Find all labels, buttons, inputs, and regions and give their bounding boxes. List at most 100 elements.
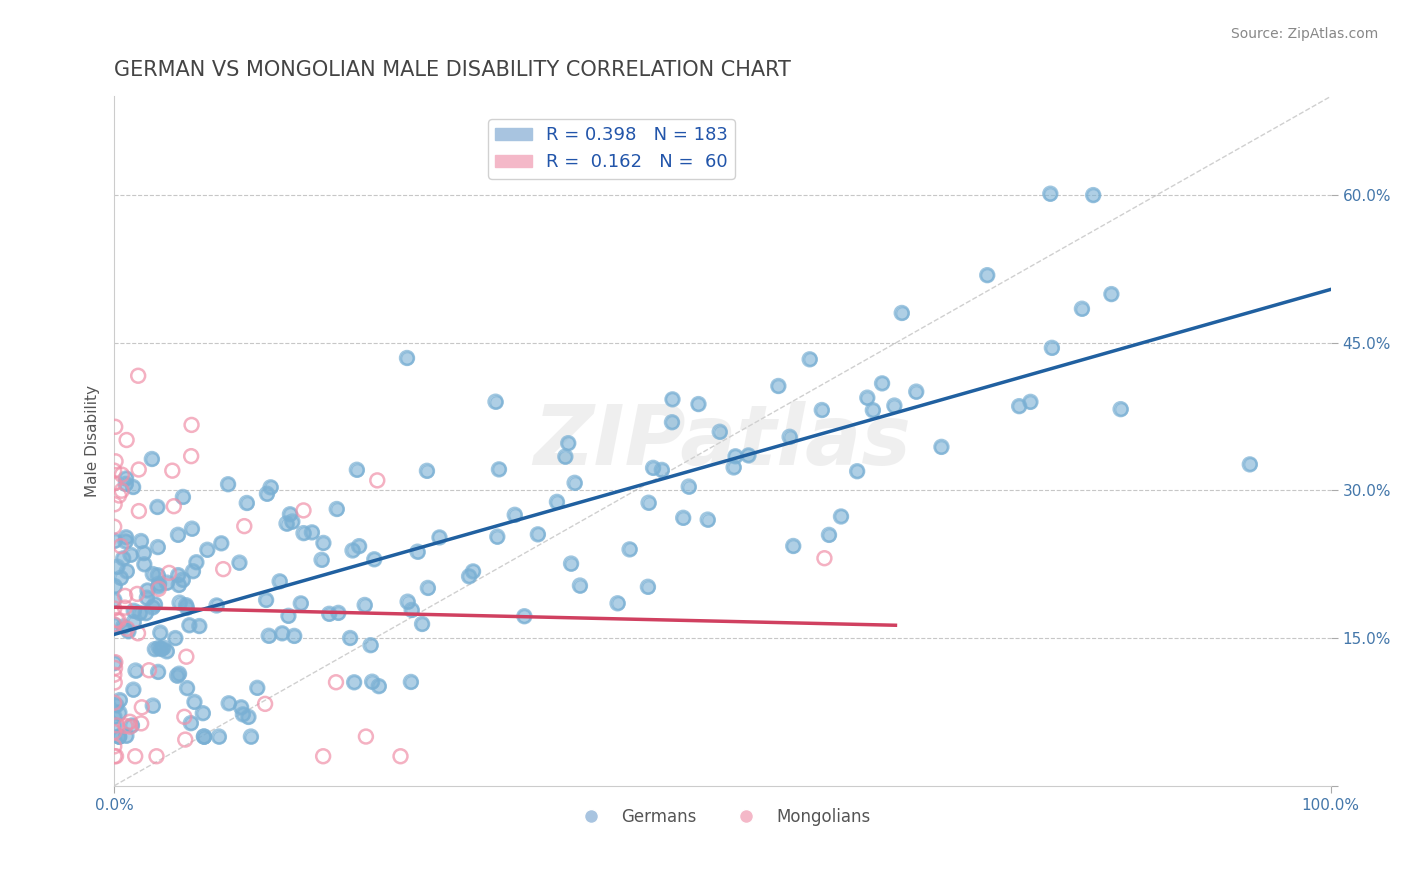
Point xyxy=(782,539,804,553)
Point xyxy=(637,580,659,594)
Point xyxy=(103,718,125,732)
Point xyxy=(172,490,194,504)
Germans xyxy=(112,619,135,633)
Germans xyxy=(416,464,439,478)
Point xyxy=(142,698,165,713)
Germans xyxy=(458,569,481,583)
Point xyxy=(354,730,377,744)
Point xyxy=(166,668,188,682)
Point xyxy=(142,600,165,615)
Point xyxy=(143,642,166,657)
Point xyxy=(114,600,136,615)
Germans xyxy=(672,511,695,525)
Point xyxy=(108,488,131,502)
Point xyxy=(406,544,429,558)
Point xyxy=(107,559,129,574)
Germans xyxy=(862,403,884,417)
Point xyxy=(239,730,262,744)
Germans xyxy=(619,542,641,557)
Point xyxy=(557,436,579,450)
Germans xyxy=(905,384,928,399)
Germans xyxy=(557,436,579,450)
Point xyxy=(146,540,169,554)
Germans xyxy=(134,558,156,572)
Germans xyxy=(546,495,568,509)
Point xyxy=(148,580,170,594)
Point xyxy=(114,589,136,603)
Point xyxy=(176,681,198,695)
Point xyxy=(458,569,481,583)
Germans xyxy=(976,268,998,282)
Germans xyxy=(1040,341,1063,355)
Point xyxy=(271,626,294,640)
Point xyxy=(122,615,145,629)
Germans xyxy=(846,464,869,478)
Point xyxy=(115,471,138,485)
Point xyxy=(312,749,335,764)
Point xyxy=(167,528,190,542)
Point xyxy=(278,508,301,522)
Point xyxy=(651,463,673,477)
Point xyxy=(103,593,125,607)
Point xyxy=(830,509,852,524)
Germans xyxy=(208,730,231,744)
Germans xyxy=(931,440,953,454)
Germans xyxy=(142,567,165,582)
Point xyxy=(347,539,370,553)
Point xyxy=(429,531,451,545)
Point xyxy=(311,553,333,567)
Germans xyxy=(115,530,138,544)
Point xyxy=(127,587,149,601)
Germans xyxy=(278,508,301,522)
Germans xyxy=(1019,395,1042,409)
Point xyxy=(846,464,869,478)
Germans xyxy=(709,425,731,439)
Germans xyxy=(188,619,211,633)
Point xyxy=(174,599,197,613)
Germans xyxy=(115,729,138,743)
Germans xyxy=(328,606,350,620)
Point xyxy=(813,551,835,566)
Point xyxy=(104,419,127,434)
Germans xyxy=(218,696,240,710)
Germans xyxy=(232,707,254,722)
Germans xyxy=(228,556,250,570)
Point xyxy=(145,749,167,764)
Point xyxy=(149,625,172,640)
Text: Source: ZipAtlas.com: Source: ZipAtlas.com xyxy=(1230,27,1378,41)
Germans xyxy=(191,706,214,721)
Point xyxy=(195,542,218,557)
Germans xyxy=(737,449,759,463)
Germans xyxy=(1071,301,1094,316)
Point xyxy=(110,539,132,553)
Germans xyxy=(179,618,201,632)
Germans xyxy=(169,596,191,610)
Germans xyxy=(661,392,683,407)
Point xyxy=(363,552,385,566)
Point xyxy=(318,607,340,621)
Point xyxy=(146,665,169,679)
Point xyxy=(554,450,576,464)
Point xyxy=(905,384,928,399)
Point xyxy=(129,534,152,549)
Germans xyxy=(484,394,506,409)
Point xyxy=(141,452,163,467)
Point xyxy=(724,450,747,464)
Germans xyxy=(367,679,389,693)
Point xyxy=(169,596,191,610)
Point xyxy=(346,463,368,477)
Germans xyxy=(107,559,129,574)
Germans xyxy=(217,477,239,491)
Germans xyxy=(103,593,125,607)
Germans xyxy=(172,490,194,504)
Point xyxy=(209,536,232,550)
Point xyxy=(180,449,202,463)
Germans xyxy=(112,551,135,566)
Point xyxy=(856,391,879,405)
Point xyxy=(127,626,149,640)
Point xyxy=(619,542,641,557)
Germans xyxy=(513,609,536,624)
Point xyxy=(292,503,315,517)
Germans xyxy=(870,376,893,391)
Point xyxy=(366,474,388,488)
